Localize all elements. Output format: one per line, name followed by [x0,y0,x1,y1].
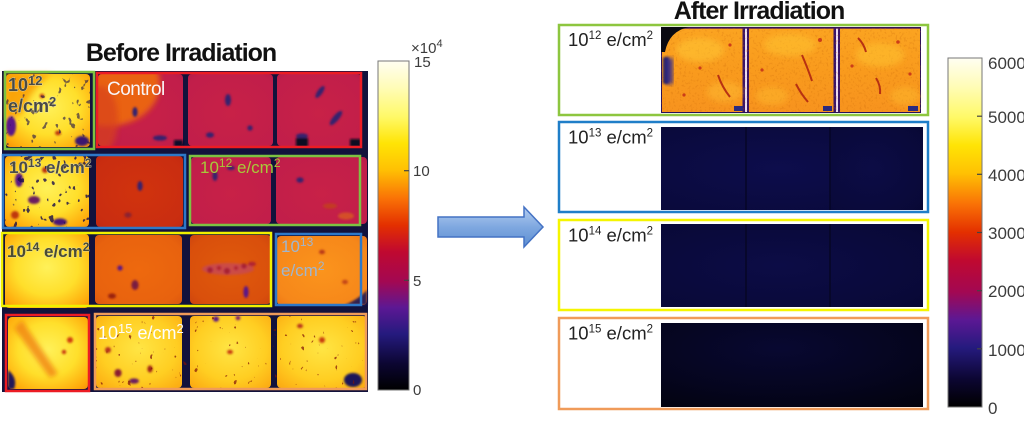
svg-text:1015 e/cm2: 1015 e/cm2 [568,323,653,344]
svg-text:15: 15 [414,54,431,71]
svg-text:After Irradiation: After Irradiation [674,0,845,25]
svg-text:Control: Control [107,79,165,100]
svg-text:e/cm2: e/cm2 [281,259,325,280]
svg-text:0: 0 [988,399,997,416]
svg-text:1013 e/cm2: 1013 e/cm2 [9,156,92,177]
svg-text:1015 e/cm2: 1015 e/cm2 [98,321,184,343]
svg-text:1013 e/cm2: 1013 e/cm2 [568,127,653,148]
svg-text:1012 e/cm2: 1012 e/cm2 [200,156,281,177]
svg-text:1014 e/cm2: 1014 e/cm2 [7,240,90,261]
svg-text:1014 e/cm2: 1014 e/cm2 [568,225,653,246]
svg-text:3000: 3000 [988,224,1024,243]
svg-text:10: 10 [413,163,430,180]
svg-text:5: 5 [413,273,421,290]
svg-text:6000: 6000 [988,54,1024,73]
svg-text:4000: 4000 [988,166,1024,185]
svg-text:1000: 1000 [988,341,1024,360]
svg-text:1012 e/cm2: 1012 e/cm2 [568,29,653,50]
svg-text:×104: ×104 [411,38,443,57]
svg-text:2000: 2000 [988,282,1024,301]
svg-text:5000: 5000 [988,108,1024,127]
svg-text:e/cm2: e/cm2 [8,94,56,116]
svg-text:Before Irradiation: Before Irradiation [86,39,276,67]
svg-text:0: 0 [413,382,421,399]
